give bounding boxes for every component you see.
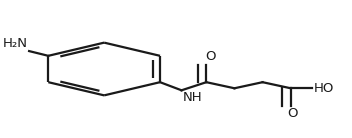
Text: O: O	[205, 50, 215, 63]
Text: NH: NH	[183, 91, 202, 104]
Text: HO: HO	[314, 82, 334, 95]
Text: O: O	[287, 107, 297, 120]
Text: H₂N: H₂N	[3, 37, 28, 50]
